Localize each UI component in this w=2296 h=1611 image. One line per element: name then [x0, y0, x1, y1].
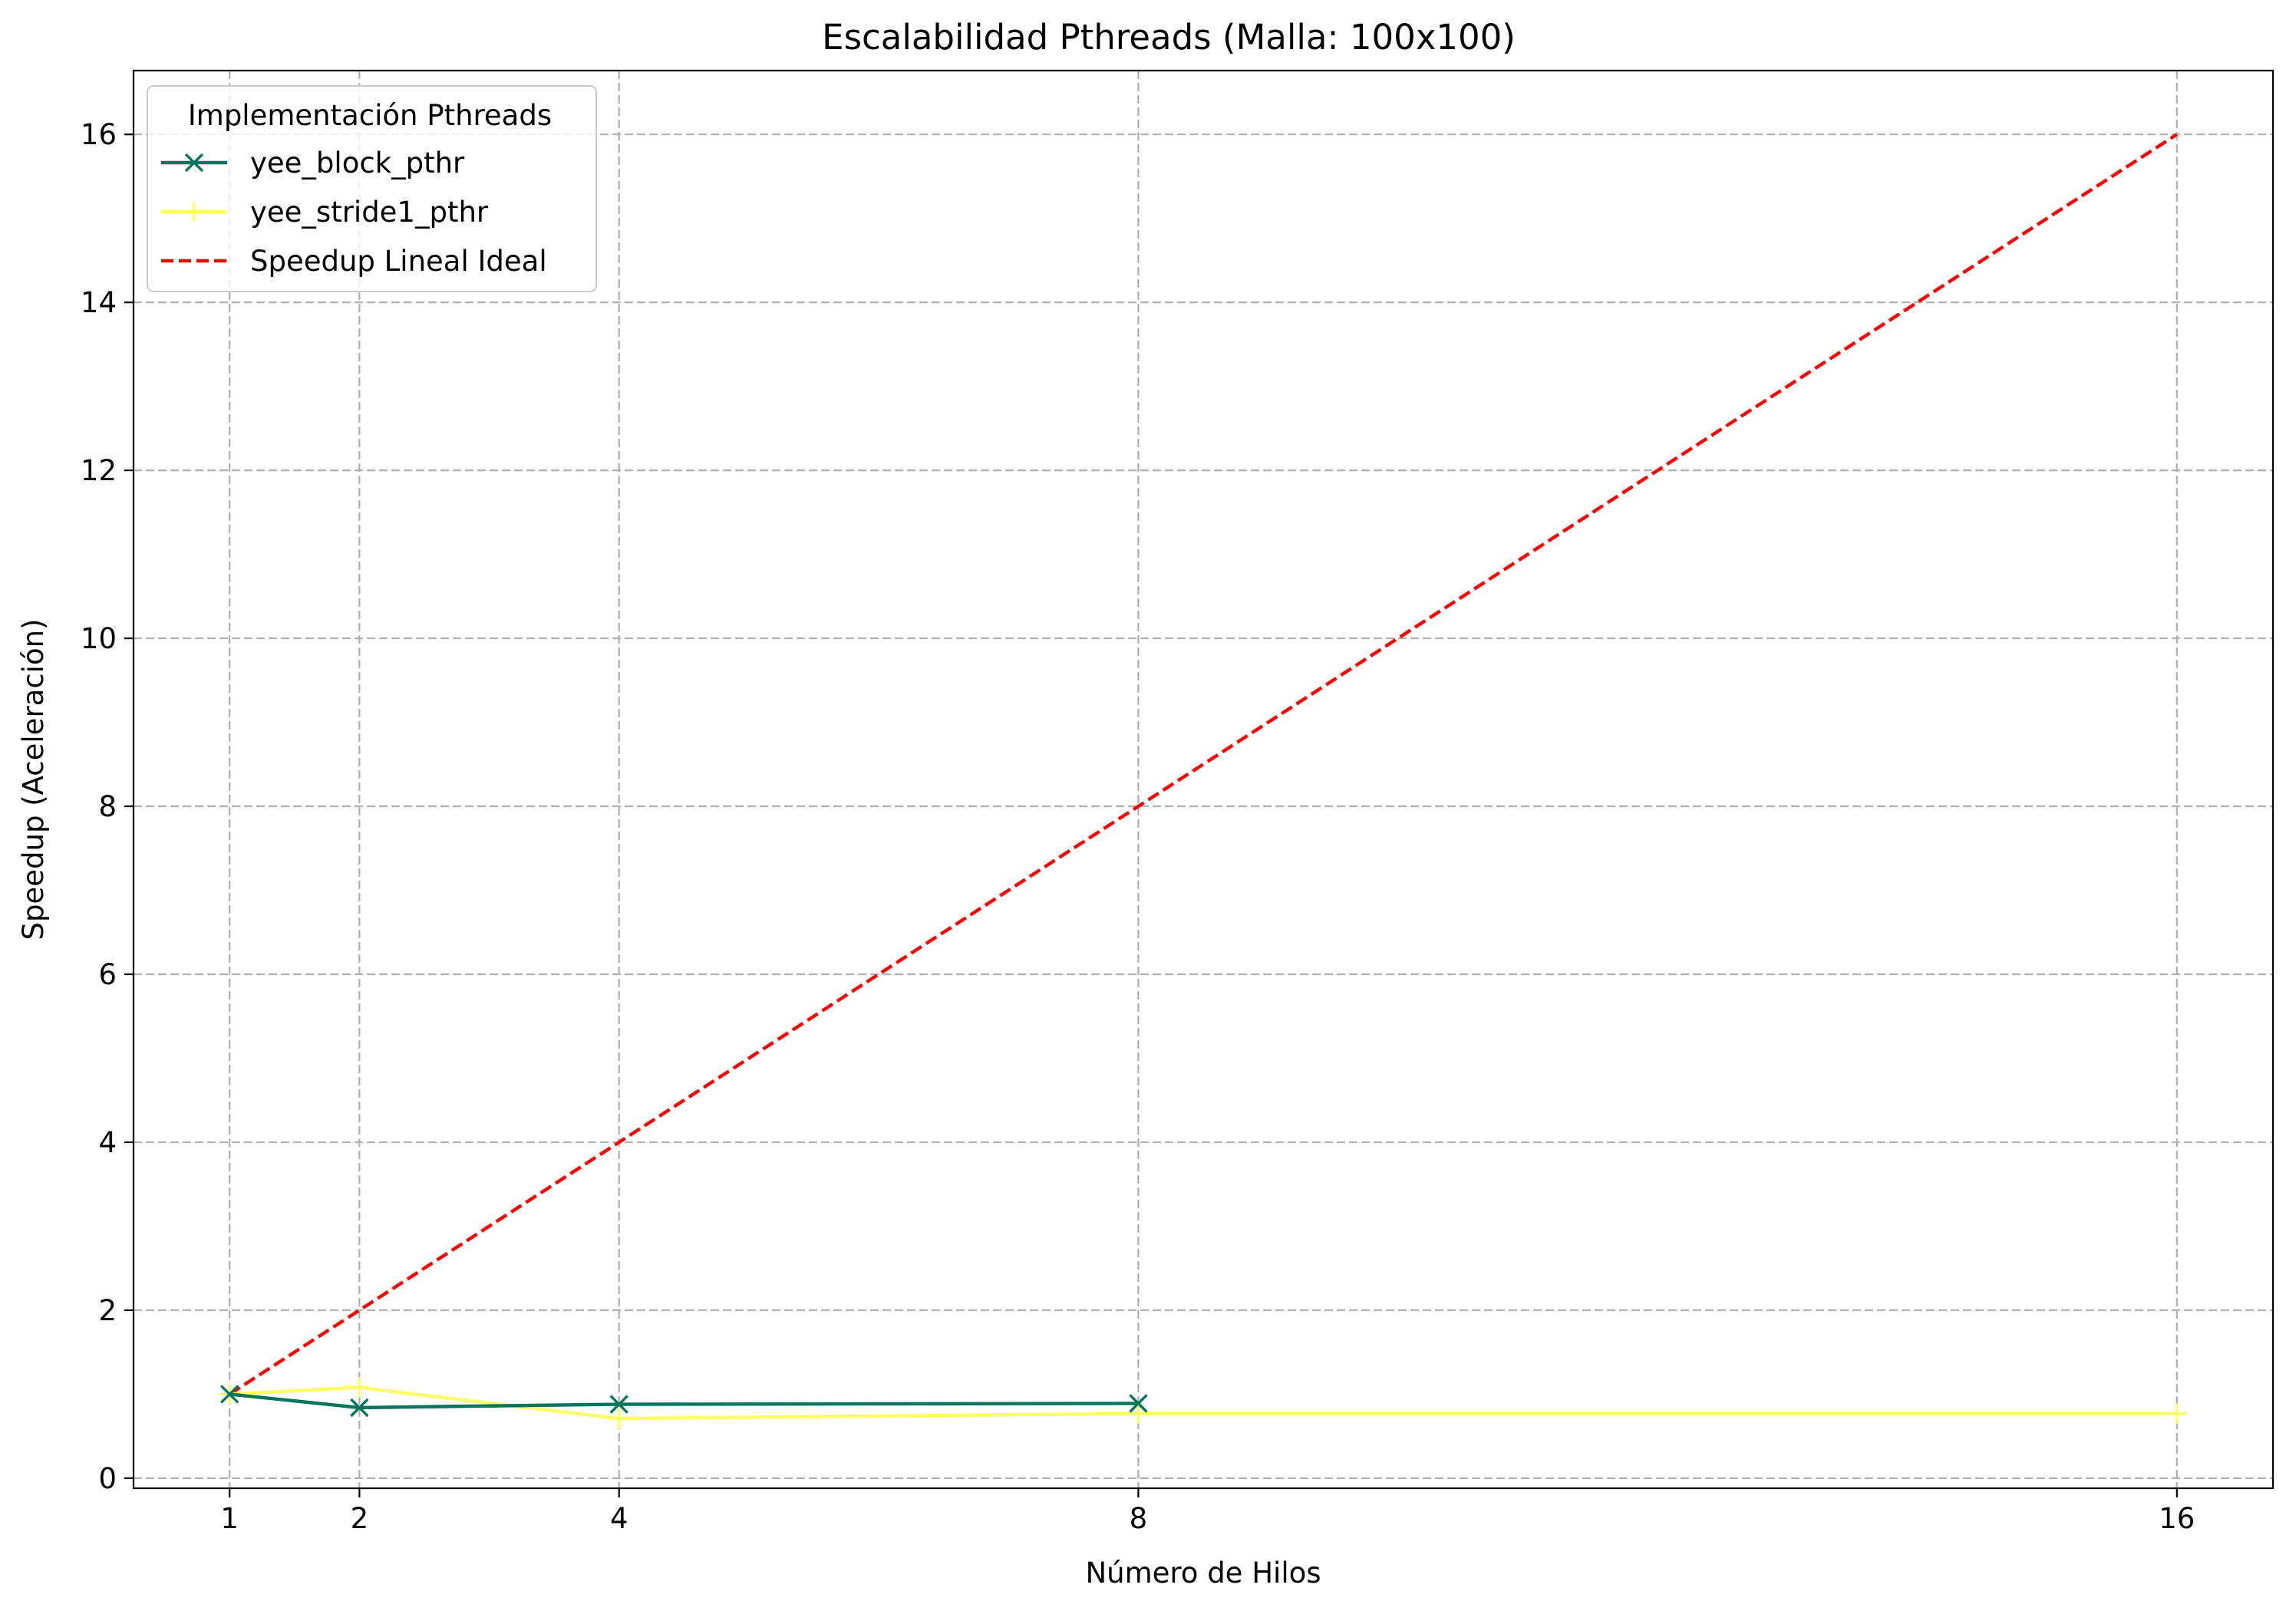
y-tick-label: 10 [81, 622, 117, 655]
y-tick-label: 16 [81, 118, 117, 151]
y-tick-label: 2 [98, 1294, 117, 1327]
series-line-yee-stride1-pthr [229, 1385, 2177, 1421]
y-axis-label: Speedup (Aceleración) [17, 619, 50, 941]
grid [134, 71, 2273, 1488]
legend-frame [147, 85, 597, 292]
series-yee-block-pthr [220, 1385, 1148, 1418]
legend-marker-yee-block-pthr [184, 153, 204, 173]
series-line-speedup-lineal-ideal [228, 133, 2179, 1396]
chart-title: Escalabilidad Pthreads (Malla: 100x100) [822, 17, 1516, 58]
data-point-yee-block-pthr [220, 1385, 239, 1404]
legend-label-yee-block-pthr: yee_block_pthr [250, 147, 465, 180]
x-axis-label: Número de Hilos [1085, 1557, 1321, 1590]
data-point-yee-stride1-pthr [2166, 1403, 2187, 1424]
x-axis-ticks: 1 2 4 8 16 [220, 1488, 2195, 1535]
series-layer [219, 133, 2187, 1429]
y-tick-label: 6 [98, 958, 117, 991]
x-tick-label: 1 [220, 1502, 239, 1535]
series-speedup-lineal-ideal [228, 133, 2179, 1396]
data-point-yee-stride1-pthr [609, 1408, 629, 1429]
data-point-yee-block-pthr [1129, 1394, 1148, 1413]
legend-label-speedup-lineal-ideal: Speedup Lineal Ideal [250, 245, 547, 278]
y-tick-label: 12 [81, 454, 117, 487]
series-line-yee-block-pthr [229, 1392, 1139, 1410]
y-tick-label: 8 [98, 790, 117, 823]
legend-entry-speedup-lineal-ideal: Speedup Lineal Ideal [161, 245, 547, 278]
legend-entries: yee_block_pthr yee_stride1_pthr Speedup Li… [161, 147, 547, 278]
legend-label-yee-stride1-pthr: yee_stride1_pthr [250, 196, 489, 229]
y-tick-label: 4 [98, 1126, 117, 1159]
y-tick-label: 14 [81, 286, 117, 319]
y-tick-label: 0 [98, 1462, 117, 1495]
y-axis-ticks: 0 2 4 6 8 10 12 14 16 [81, 118, 134, 1495]
data-point-yee-block-pthr [609, 1395, 628, 1414]
x-tick-label: 16 [2159, 1502, 2195, 1535]
legend-entry-yee-stride1-pthr: yee_stride1_pthr [161, 196, 489, 229]
legend-title: Implementación Pthreads [188, 99, 552, 132]
x-tick-label: 4 [610, 1502, 628, 1535]
data-point-yee-block-pthr [350, 1398, 369, 1418]
plot-area-frame [132, 69, 2275, 1490]
legend-entry-yee-block-pthr: yee_block_pthr [161, 147, 465, 180]
data-point-yee-stride1-pthr [349, 1377, 370, 1398]
x-tick-label: 2 [351, 1502, 369, 1535]
x-tick-label: 8 [1130, 1502, 1148, 1535]
legend-marker-yee-stride1-pthr [184, 202, 204, 222]
series-yee-stride1-pthr [219, 1377, 2187, 1429]
data-point-yee-stride1-pthr [1128, 1403, 1149, 1424]
legend: Implementación Pthreads yee_block_pthrye… [147, 85, 597, 292]
